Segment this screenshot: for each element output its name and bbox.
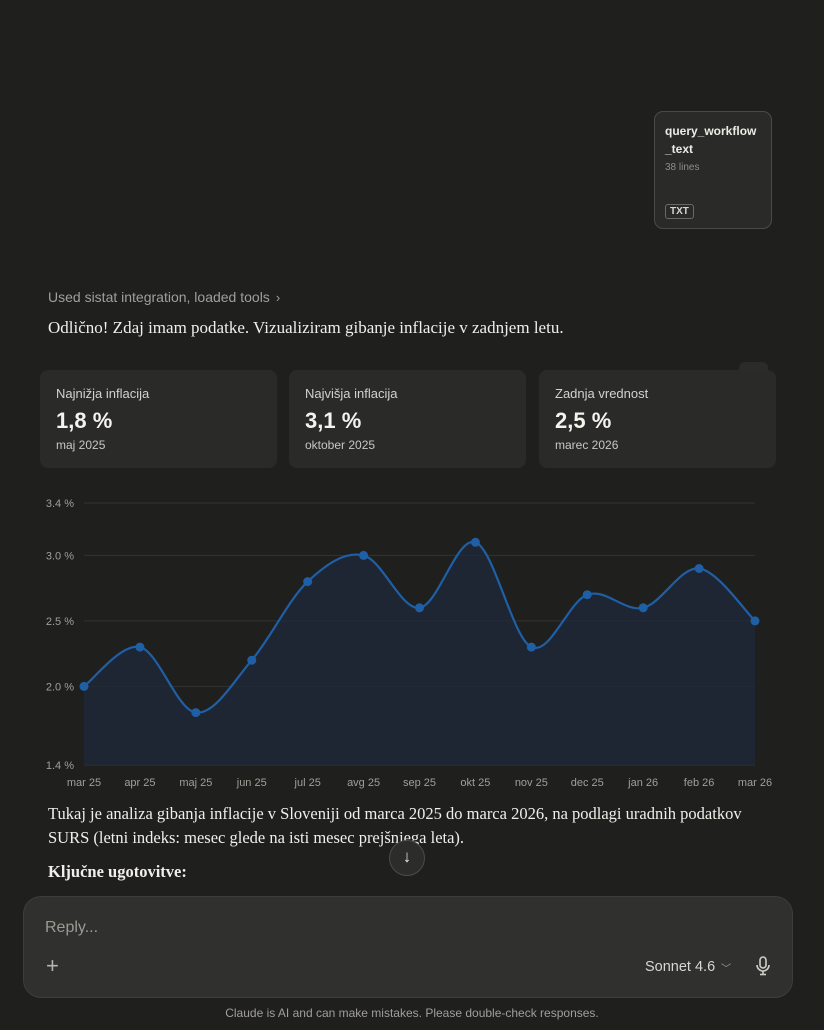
attachment-name: query_workflow_text — [665, 124, 757, 156]
x-tick-label: jan 26 — [627, 777, 658, 789]
stat-value: 1,8 % — [56, 408, 113, 433]
chevron-down-icon: ﹀ — [721, 963, 732, 975]
data-point — [694, 564, 704, 573]
x-tick-label: mar 26 — [738, 777, 772, 789]
data-point — [359, 550, 369, 560]
tools-used-toggle[interactable]: Used sistat integration, loaded tools › — [48, 289, 280, 305]
y-tick-label: 1.4 % — [46, 760, 74, 772]
stat-label: Zadnja vrednost — [555, 386, 649, 401]
data-point — [526, 642, 536, 652]
data-point — [79, 681, 89, 691]
area-fill — [84, 541, 755, 765]
stat-card-min: Najnižja inflacija 1,8 % maj 2025 — [40, 370, 277, 468]
stat-value: 2,5 % — [555, 408, 612, 433]
stat-label: Najvišja inflacija — [305, 386, 398, 401]
tools-used-label: Used sistat integration, loaded tools — [48, 289, 270, 305]
data-point — [247, 655, 257, 665]
intro-text: Odlično! Zdaj imam podatke. Vizualiziram… — [48, 318, 564, 337]
data-point — [470, 537, 480, 547]
data-point — [750, 616, 760, 626]
y-tick-label: 2.5 % — [46, 616, 74, 628]
inflation-chart: 1.4 % 2.0 % 2.5 % 3.0 % 3.4 % mar 25 apr 25 maj… — [46, 498, 772, 789]
stat-period: marec 2026 — [555, 438, 619, 452]
stat-value: 3,1 % — [305, 408, 362, 433]
x-tick-label: nov 25 — [515, 777, 548, 789]
chevron-right-icon: › — [275, 289, 281, 305]
x-tick-label: apr 25 — [124, 777, 155, 789]
x-tick-label: dec 25 — [571, 777, 604, 789]
data-point — [135, 642, 145, 652]
model-name: Sonnet 4.6 — [645, 959, 716, 975]
y-tick-label: 3.0 % — [46, 550, 74, 562]
key-findings-title: Ključne ugotovitve: — [48, 862, 187, 881]
disclaimer: Claude is AI and can make mistakes. Plea… — [225, 1006, 599, 1020]
model-selector[interactable]: Sonnet 4.6 ﹀ — [645, 959, 731, 975]
x-tick-label: jul 25 — [294, 777, 321, 789]
x-tick-label: mar 25 — [67, 777, 101, 789]
analysis-text: Tukaj je analiza gibanja inflacije v Slo… — [48, 804, 742, 847]
x-tick-label: okt 25 — [460, 777, 490, 789]
stat-label: Najnižja inflacija — [56, 386, 150, 401]
data-point — [638, 603, 648, 613]
data-point — [303, 577, 313, 587]
data-point — [415, 603, 424, 613]
x-tick-label: feb 26 — [684, 777, 715, 789]
x-tick-label: jun 25 — [236, 777, 267, 789]
reply-input[interactable]: Reply... — [45, 919, 99, 936]
arrow-down-icon: ↓ — [402, 847, 412, 866]
composer: Reply... + Sonnet 4.6 ﹀ — [23, 896, 793, 998]
plus-icon[interactable]: + — [46, 953, 59, 978]
y-tick-label: 2.0 % — [46, 681, 74, 693]
stat-period: maj 2025 — [56, 438, 106, 452]
attachment-type-badge: TXT — [665, 204, 694, 219]
y-tick-label: 3.4 % — [46, 498, 74, 510]
x-tick-label: sep 25 — [403, 777, 436, 789]
data-point — [191, 708, 201, 718]
stat-card-latest: Zadnja vrednost 2,5 % marec 2026 — [539, 370, 776, 468]
data-point — [582, 590, 592, 600]
microphone-icon[interactable] — [754, 956, 772, 976]
stat-card-max: Najvišja inflacija 3,1 % oktober 2025 — [289, 370, 526, 468]
x-tick-label: maj 25 — [179, 777, 212, 789]
attachment-card[interactable]: query_workflow_text 38 lines TXT — [654, 111, 772, 229]
attachment-lines: 38 lines — [665, 162, 700, 173]
scroll-down-button[interactable]: ↓ — [389, 840, 425, 876]
stat-period: oktober 2025 — [305, 438, 376, 452]
x-tick-label: avg 25 — [347, 777, 380, 789]
